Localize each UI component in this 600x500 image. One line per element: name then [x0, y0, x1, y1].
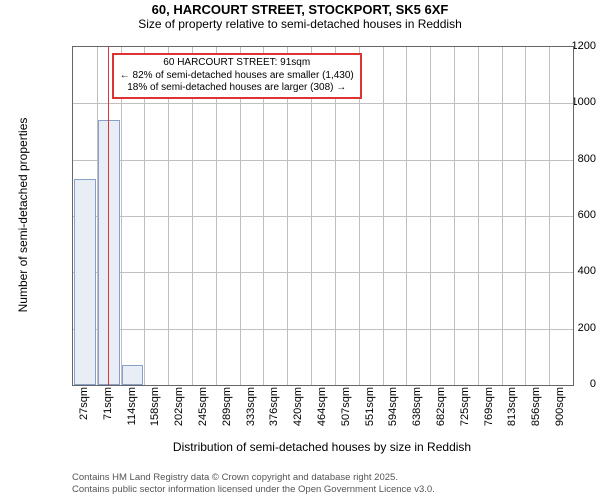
x-tick-label: 725sqm — [459, 387, 471, 426]
x-tick-label: 551sqm — [364, 387, 376, 426]
gridline — [406, 47, 407, 385]
x-tick-label: 333sqm — [245, 387, 257, 426]
y-axis-title: Number of semi-detached properties — [16, 46, 30, 384]
gridline — [454, 47, 455, 385]
gridline — [383, 47, 384, 385]
gridline — [549, 47, 550, 385]
gridline — [73, 272, 573, 273]
x-tick-label: 202sqm — [173, 387, 185, 426]
histogram-bar — [74, 179, 96, 385]
gridline — [430, 47, 431, 385]
gridline — [73, 103, 573, 104]
gridline — [73, 160, 573, 161]
property-size-marker — [108, 47, 109, 385]
x-tick-label: 420sqm — [292, 387, 304, 426]
x-tick-label: 464sqm — [316, 387, 328, 426]
x-tick-label: 813sqm — [506, 387, 518, 426]
footer-line-1: Contains HM Land Registry data © Crown c… — [72, 472, 435, 484]
x-tick-label: 245sqm — [197, 387, 209, 426]
x-tick-label: 594sqm — [387, 387, 399, 426]
gridline — [73, 329, 573, 330]
plot-area: 60 HARCOURT STREET: 91sqm ← 82% of semi-… — [72, 46, 574, 386]
gridline — [525, 47, 526, 385]
callout-box: 60 HARCOURT STREET: 91sqm ← 82% of semi-… — [112, 53, 362, 99]
x-tick-label: 71sqm — [102, 387, 114, 420]
callout-line-2: ← 82% of semi-detached houses are smalle… — [120, 70, 354, 83]
x-tick-label: 114sqm — [126, 387, 138, 425]
x-tick-label: 682sqm — [435, 387, 447, 426]
callout-line-3: 18% of semi-detached houses are larger (… — [120, 82, 354, 95]
x-tick-label: 900sqm — [554, 387, 566, 426]
x-tick-label: 158sqm — [149, 387, 161, 426]
x-tick-label: 856sqm — [530, 387, 542, 426]
callout-line-1: 60 HARCOURT STREET: 91sqm — [120, 57, 354, 70]
chart-title: 60, HARCOURT STREET, STOCKPORT, SK5 6XF — [0, 0, 600, 17]
x-tick-label: 27sqm — [78, 387, 90, 420]
x-tick-label: 376sqm — [268, 387, 280, 426]
gridline — [478, 47, 479, 385]
x-tick-label: 507sqm — [340, 387, 352, 426]
x-tick-label: 638sqm — [411, 387, 423, 426]
footer-line-2: Contains public sector information licen… — [72, 484, 435, 496]
histogram-bar — [122, 365, 144, 385]
gridline — [73, 216, 573, 217]
x-tick-label: 769sqm — [483, 387, 495, 426]
x-axis-title: Distribution of semi-detached houses by … — [72, 440, 572, 454]
copyright-footer: Contains HM Land Registry data © Crown c… — [72, 472, 435, 497]
gridline — [502, 47, 503, 385]
chart-subtitle: Size of property relative to semi-detach… — [0, 17, 600, 31]
x-tick-label: 289sqm — [221, 387, 233, 426]
